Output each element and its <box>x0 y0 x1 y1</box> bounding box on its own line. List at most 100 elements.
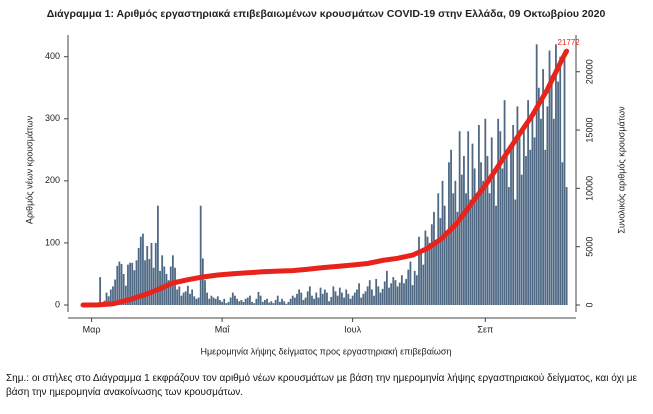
bar <box>473 168 476 305</box>
bar <box>514 199 517 305</box>
bar <box>328 301 330 305</box>
bar <box>373 295 375 305</box>
bar <box>433 211 435 305</box>
bar <box>116 265 119 305</box>
cumulative-line <box>80 48 570 308</box>
bar <box>484 118 487 305</box>
bar <box>488 193 491 305</box>
bar <box>375 278 378 305</box>
bar <box>150 242 153 305</box>
bar <box>178 286 181 305</box>
bar <box>249 295 251 305</box>
bar <box>298 289 301 305</box>
bar <box>456 211 459 305</box>
bar <box>317 297 320 305</box>
bar <box>212 297 215 305</box>
bar <box>236 298 238 305</box>
bar <box>351 295 354 305</box>
bar <box>396 286 399 305</box>
y-tick-label: 400 <box>45 51 60 61</box>
bar <box>193 296 196 305</box>
bar <box>122 273 125 305</box>
bar <box>559 56 562 305</box>
bar <box>486 156 489 305</box>
bar <box>253 303 256 305</box>
bar <box>302 300 305 305</box>
bar <box>261 301 264 305</box>
bar <box>338 287 341 305</box>
bar <box>409 261 412 305</box>
bar <box>392 277 395 305</box>
bar <box>161 255 164 305</box>
bar <box>463 156 465 305</box>
bar <box>112 286 114 305</box>
y2-axis-label: Συνολικός αριθμός κρουσμάτων <box>616 106 626 234</box>
footnote: Σημ.: οι στήλες στο Διάγραμμα 1 εκφράζου… <box>6 373 637 398</box>
bar <box>497 118 500 305</box>
bar <box>206 292 209 305</box>
bar <box>311 295 313 305</box>
bar <box>293 297 296 305</box>
bar <box>540 118 542 305</box>
bar <box>291 295 294 305</box>
bar <box>268 302 271 305</box>
bar <box>336 295 339 305</box>
bar <box>347 293 350 305</box>
bar <box>234 295 236 305</box>
bar <box>379 292 382 305</box>
bar <box>531 112 534 305</box>
bar <box>454 180 457 305</box>
bar <box>418 236 420 305</box>
bar <box>522 131 525 305</box>
bar <box>520 174 523 305</box>
bar <box>238 301 241 305</box>
bar <box>362 293 365 305</box>
bar <box>264 300 266 305</box>
bar <box>266 298 268 305</box>
bar <box>512 125 515 305</box>
bar <box>246 297 249 305</box>
y-tick-label: 300 <box>45 113 60 123</box>
bar <box>195 298 198 305</box>
bar <box>191 289 194 305</box>
bar <box>371 289 373 305</box>
bar <box>415 275 418 305</box>
bar <box>349 298 352 305</box>
bar <box>360 297 363 305</box>
bar <box>443 205 446 305</box>
bar <box>326 292 328 305</box>
bar <box>332 286 335 305</box>
bar <box>529 149 532 305</box>
bar <box>296 293 298 305</box>
bar <box>385 270 388 305</box>
bar <box>400 275 403 305</box>
bar <box>157 205 159 305</box>
bar <box>259 295 262 305</box>
bar <box>475 193 478 305</box>
bar <box>394 280 397 305</box>
bar <box>364 291 367 305</box>
bar <box>465 193 467 305</box>
bar <box>109 289 112 305</box>
bar <box>272 303 275 305</box>
bar <box>563 50 566 305</box>
bar <box>306 291 309 305</box>
bar <box>552 118 555 305</box>
y2-tick-label: 5000 <box>584 237 594 257</box>
x-axis-label: Ημερομηνία λήψης δείγματος προς εργαστηρ… <box>201 346 452 356</box>
bar <box>304 297 307 305</box>
bar <box>341 292 343 305</box>
bar <box>388 287 390 305</box>
bar <box>424 230 427 305</box>
bar <box>437 193 440 305</box>
bar <box>118 261 121 305</box>
bar <box>358 283 360 305</box>
y-axis-label: Αριθμός νέων κρουσμάτων <box>24 115 34 224</box>
bar <box>480 162 482 305</box>
bar <box>366 286 369 305</box>
bar <box>471 143 474 305</box>
bar <box>142 233 144 305</box>
bar <box>441 180 444 305</box>
bar <box>219 300 221 305</box>
